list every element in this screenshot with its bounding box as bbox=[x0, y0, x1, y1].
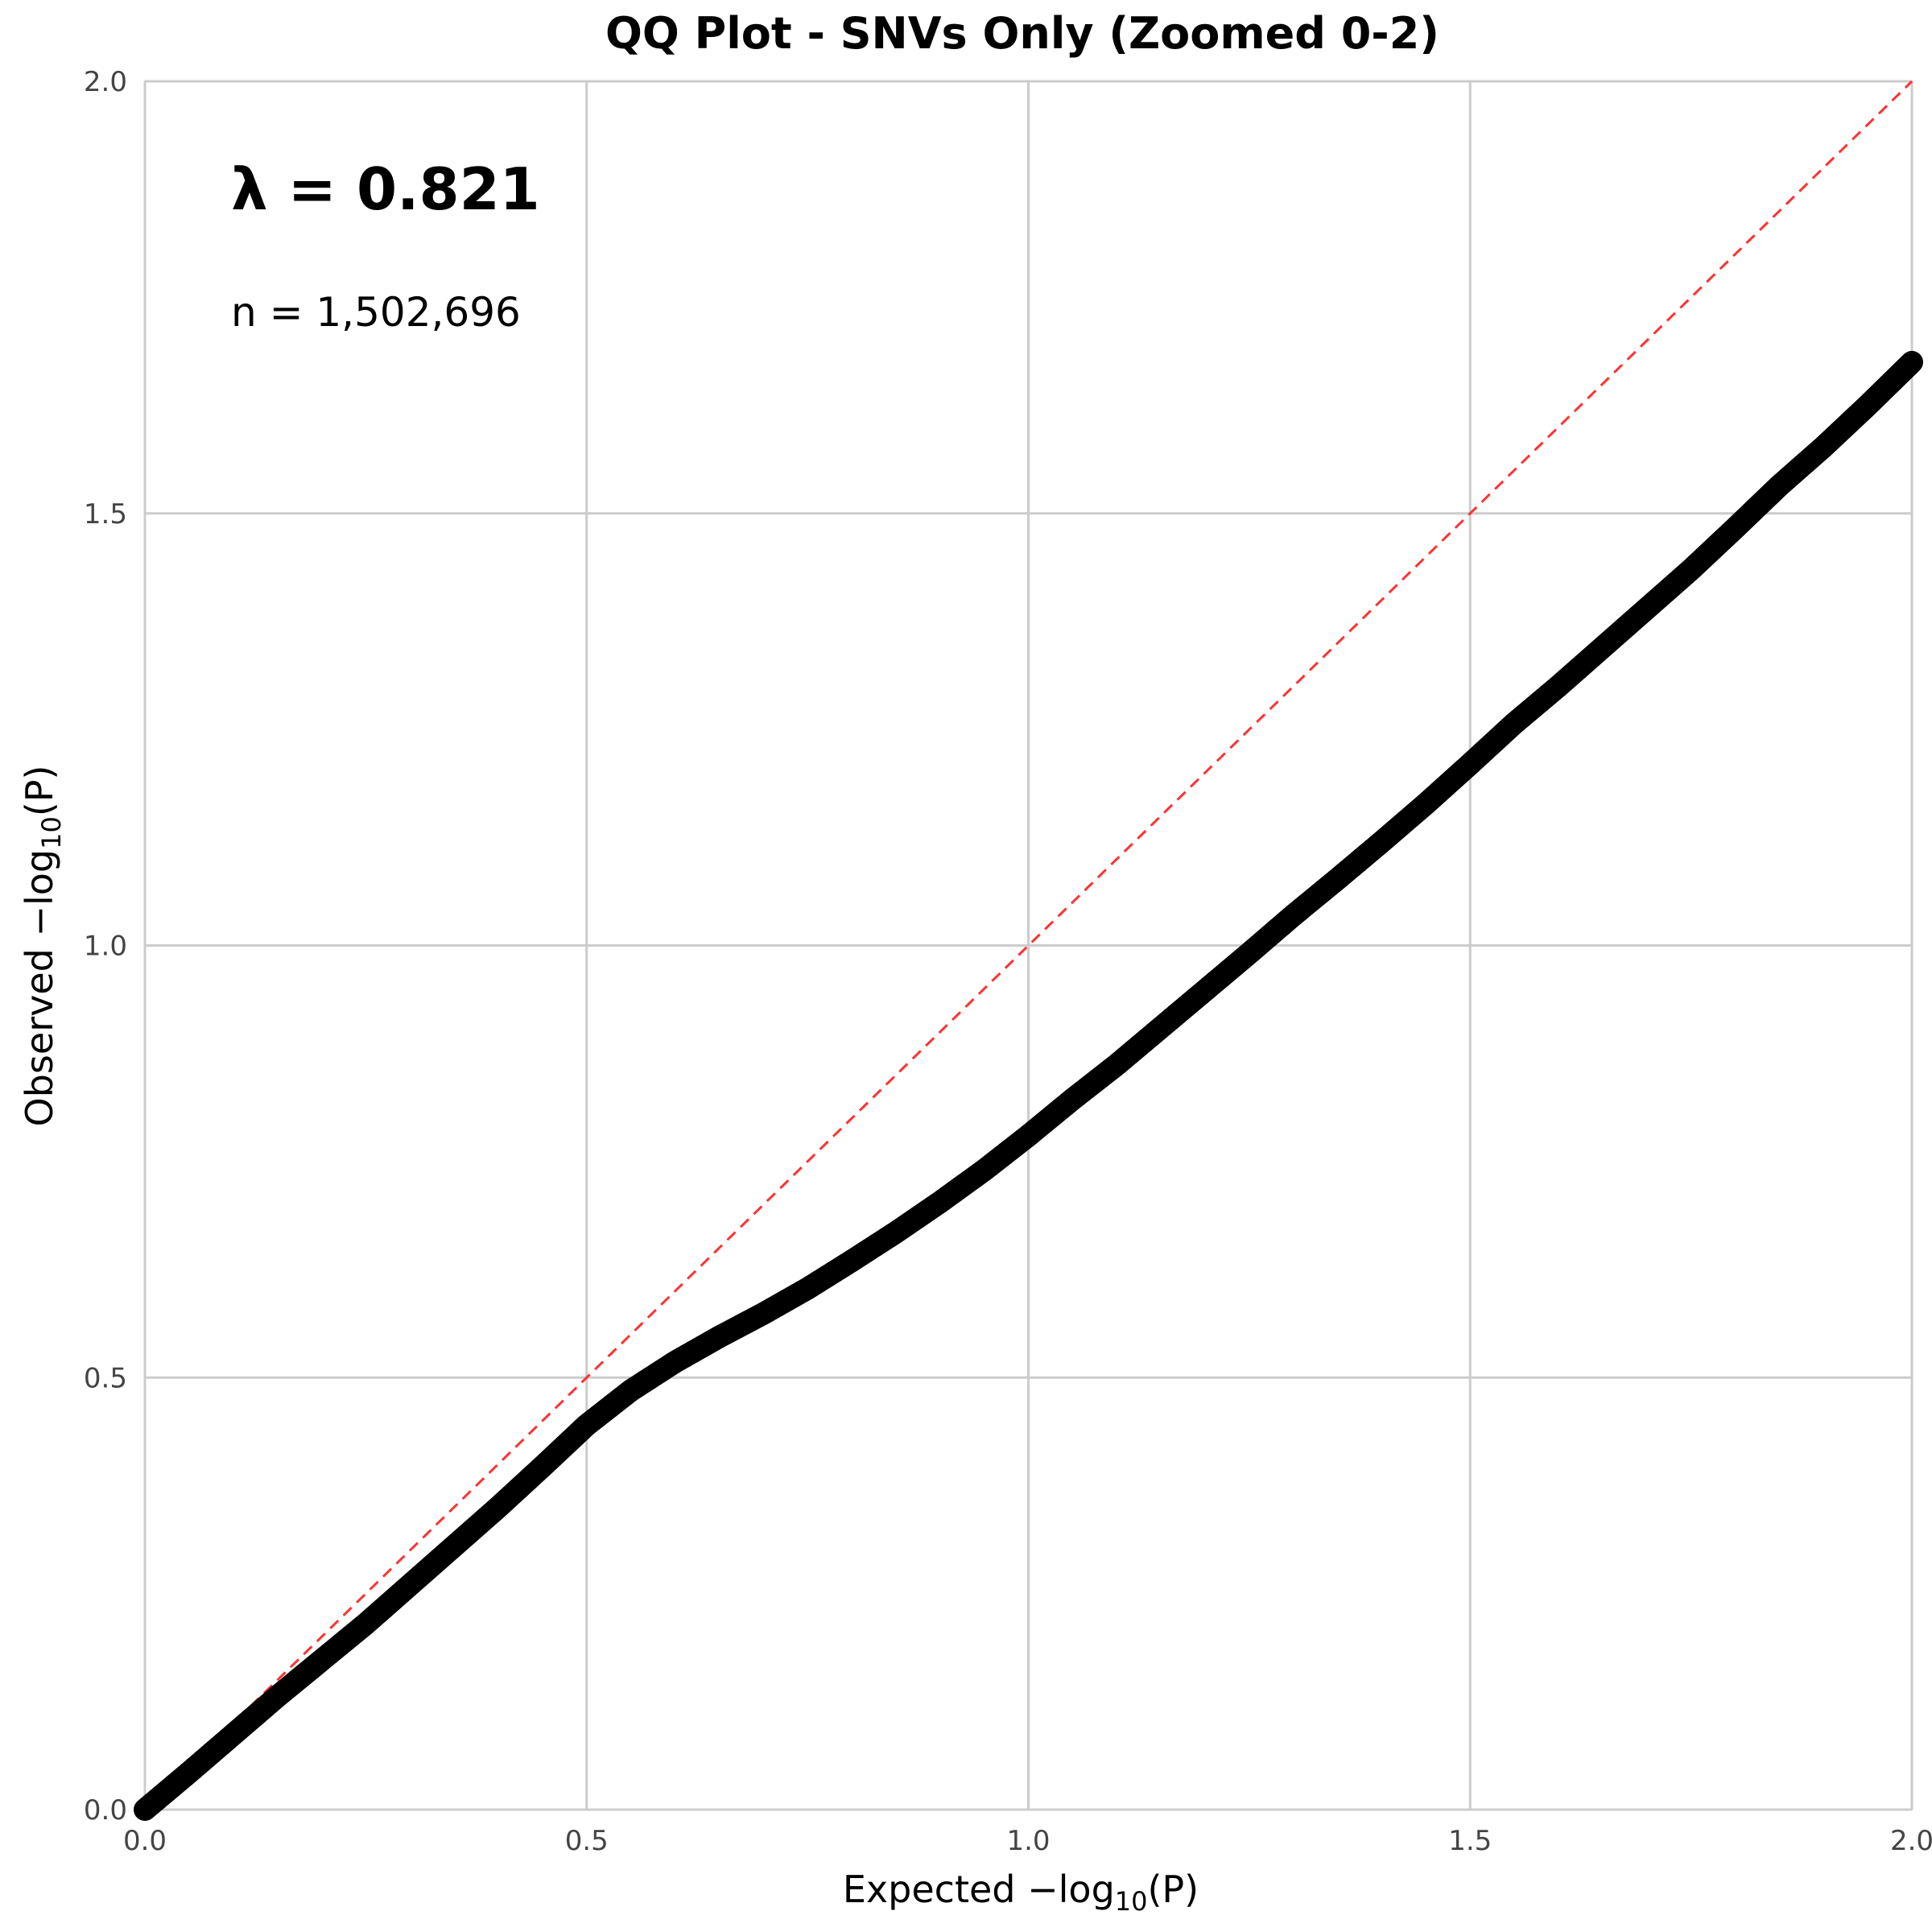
x-axis-label-sub: 10 bbox=[1115, 1886, 1148, 1917]
y-axis-label-prefix: Observed −log bbox=[18, 849, 61, 1127]
y-axis-label-sub: 10 bbox=[36, 816, 67, 849]
x-tick-label: 1.0 bbox=[1006, 1825, 1050, 1857]
y-tick-label: 0.0 bbox=[84, 1794, 127, 1827]
x-tick-label: 1.5 bbox=[1448, 1825, 1492, 1857]
y-tick-label: 1.0 bbox=[84, 931, 127, 963]
y-tick-labels: 0.0 0.5 1.0 1.5 2.0 bbox=[84, 66, 127, 1827]
x-axis-label-suffix: (P) bbox=[1147, 1868, 1199, 1911]
x-axis-label: Expected −log10(P) bbox=[843, 1868, 1199, 1917]
qq-point bbox=[1901, 350, 1923, 374]
y-tick-label: 1.5 bbox=[84, 498, 127, 530]
plot-frame bbox=[144, 80, 1913, 1810]
y-axis-label: Observed −log10(P) bbox=[18, 766, 67, 1127]
x-tick-label: 0.5 bbox=[565, 1825, 609, 1857]
x-tick-label: 0.0 bbox=[123, 1825, 167, 1857]
y-tick-label: 2.0 bbox=[84, 66, 127, 98]
reference-line bbox=[143, 80, 1913, 1811]
lambda-annotation: λ = 0.821 bbox=[231, 155, 540, 223]
x-tick-label: 2.0 bbox=[1890, 1825, 1932, 1857]
x-axis-label-prefix: Expected −log bbox=[843, 1868, 1115, 1911]
y-tick-label: 0.5 bbox=[84, 1362, 127, 1394]
y-axis-label-suffix: (P) bbox=[18, 766, 61, 817]
n-annotation: n = 1,502,696 bbox=[231, 289, 521, 336]
qq-points bbox=[134, 350, 1923, 1821]
chart-title: QQ Plot - SNVs Only (Zoomed 0-2) bbox=[605, 8, 1439, 59]
x-tick-labels: 0.0 0.5 1.0 1.5 2.0 bbox=[123, 1825, 1932, 1857]
